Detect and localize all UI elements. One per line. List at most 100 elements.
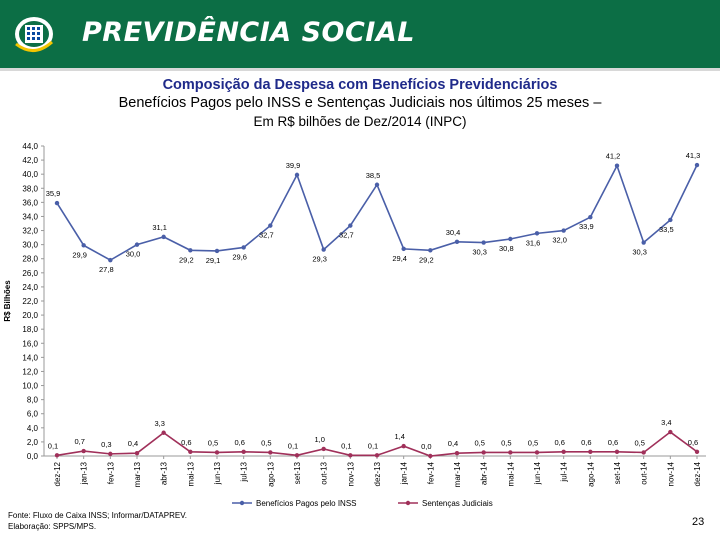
data-point <box>614 163 620 168</box>
data-label: 29,3 <box>312 255 327 264</box>
data-label: 29,9 <box>72 250 87 259</box>
x-tick-label: jan-14 <box>400 461 409 485</box>
data-point <box>241 449 246 454</box>
data-label: 0,6 <box>688 438 698 447</box>
y-tick-label: 8,0 <box>27 396 39 405</box>
data-label: 30,4 <box>446 228 461 237</box>
data-label: 3,4 <box>661 418 671 427</box>
data-label: 0,5 <box>634 438 644 447</box>
data-label: 29,2 <box>419 255 434 264</box>
data-point <box>321 247 326 252</box>
data-point <box>54 453 60 458</box>
x-tick-label: ago-14 <box>586 461 595 486</box>
data-label: 29,4 <box>392 254 407 263</box>
y-tick-label: 32,0 <box>22 227 38 236</box>
data-point <box>188 449 193 454</box>
data-point <box>134 242 140 247</box>
data-label: 0,4 <box>448 439 458 448</box>
data-label: 30,3 <box>632 248 647 257</box>
x-tick-label: mai-13 <box>186 461 195 486</box>
data-point <box>108 451 113 457</box>
data-label: 0,5 <box>261 438 271 447</box>
x-tick-label: jul-13 <box>240 461 249 482</box>
x-tick-label: mar-14 <box>453 461 462 487</box>
data-label: 0,5 <box>501 438 511 447</box>
data-label: 30,3 <box>472 248 487 257</box>
data-label: 0,1 <box>48 441 58 450</box>
data-label: 31,1 <box>152 223 167 232</box>
data-point <box>534 450 540 455</box>
y-tick-label: 22,0 <box>22 297 38 306</box>
header-divider <box>0 68 720 71</box>
y-tick-label: 10,0 <box>22 382 38 391</box>
data-label: 0,6 <box>608 438 618 447</box>
data-label: 0,6 <box>581 438 591 447</box>
data-point <box>481 240 486 245</box>
y-tick-label: 4,0 <box>27 424 39 433</box>
y-tick-label: 38,0 <box>22 184 38 193</box>
data-label: 35,9 <box>46 189 61 198</box>
y-tick-label: 40,0 <box>22 170 38 179</box>
x-tick-label: ago-13 <box>266 461 275 486</box>
legend-marker-2 <box>405 500 411 506</box>
data-label: 29,6 <box>232 252 247 261</box>
data-label: 41,2 <box>606 152 621 161</box>
data-label: 0,1 <box>288 441 298 450</box>
x-tick-label: nov-14 <box>666 461 675 486</box>
data-label: 29,1 <box>206 256 221 265</box>
data-point <box>668 217 673 223</box>
y-tick-label: 6,0 <box>27 410 39 419</box>
y-tick-label: 14,0 <box>22 353 38 362</box>
data-point <box>81 243 86 248</box>
y-tick-label: 44,0 <box>22 142 38 151</box>
data-point <box>588 214 593 220</box>
previdencia-logo-icon <box>15 17 53 52</box>
x-tick-label: fev-14 <box>426 461 435 484</box>
brand-title: PREVIDÊNCIA SOCIAL <box>82 17 415 48</box>
data-point <box>374 182 380 187</box>
elaboration-line: Elaboração: SPPS/MPS. <box>8 522 97 531</box>
x-tick-label: abr-14 <box>480 461 489 485</box>
x-tick-label: jul-14 <box>560 461 569 482</box>
data-label: 0,5 <box>474 438 484 447</box>
data-label: 38,5 <box>366 171 381 180</box>
x-tick-label: nov-13 <box>346 461 355 486</box>
data-point <box>561 449 566 454</box>
y-tick-label: 12,0 <box>22 367 38 376</box>
data-label: 0,7 <box>74 437 84 446</box>
data-point <box>268 223 273 228</box>
x-tick-label: dez-14 <box>693 461 702 486</box>
legend-label-1: Benefícios Pagos pelo INSS <box>256 499 357 508</box>
data-point <box>454 450 460 456</box>
data-point <box>614 449 620 454</box>
data-point <box>294 172 300 178</box>
data-label: 0,5 <box>208 438 218 447</box>
data-point <box>508 450 513 455</box>
x-tick-label: jun-13 <box>213 461 222 485</box>
data-label: 27,8 <box>99 265 114 274</box>
data-label: 0,0 <box>421 442 431 451</box>
data-point <box>401 443 406 449</box>
data-point <box>481 450 486 455</box>
data-point <box>694 449 700 454</box>
data-point <box>241 245 246 250</box>
y-tick-label: 16,0 <box>22 339 38 348</box>
data-point <box>214 248 220 254</box>
data-point <box>508 236 513 242</box>
y-tick-label: 28,0 <box>22 255 38 264</box>
data-label: 0,1 <box>368 441 378 450</box>
y-tick-label: 20,0 <box>22 311 38 320</box>
data-label: 0,3 <box>101 440 111 449</box>
data-label: 0,4 <box>128 439 138 448</box>
data-point <box>348 223 353 228</box>
chart-subtitle: Benefícios Pagos pelo INSS e Sentenças J… <box>118 95 602 111</box>
line-chart: 0,0 2,0 4,0 6,0 8,0 10,0 12,0 14,0 16,0 18,0 20,0 2… <box>3 142 706 508</box>
data-point <box>161 234 166 240</box>
data-point <box>268 450 273 455</box>
data-label: 32,7 <box>259 231 274 240</box>
data-point <box>401 246 406 252</box>
chart-title: Composição da Despesa com Benefícios Pre… <box>162 77 558 93</box>
data-point <box>81 448 86 454</box>
legend-label-2: Sentenças Judiciais <box>422 499 493 508</box>
data-point <box>54 200 60 206</box>
